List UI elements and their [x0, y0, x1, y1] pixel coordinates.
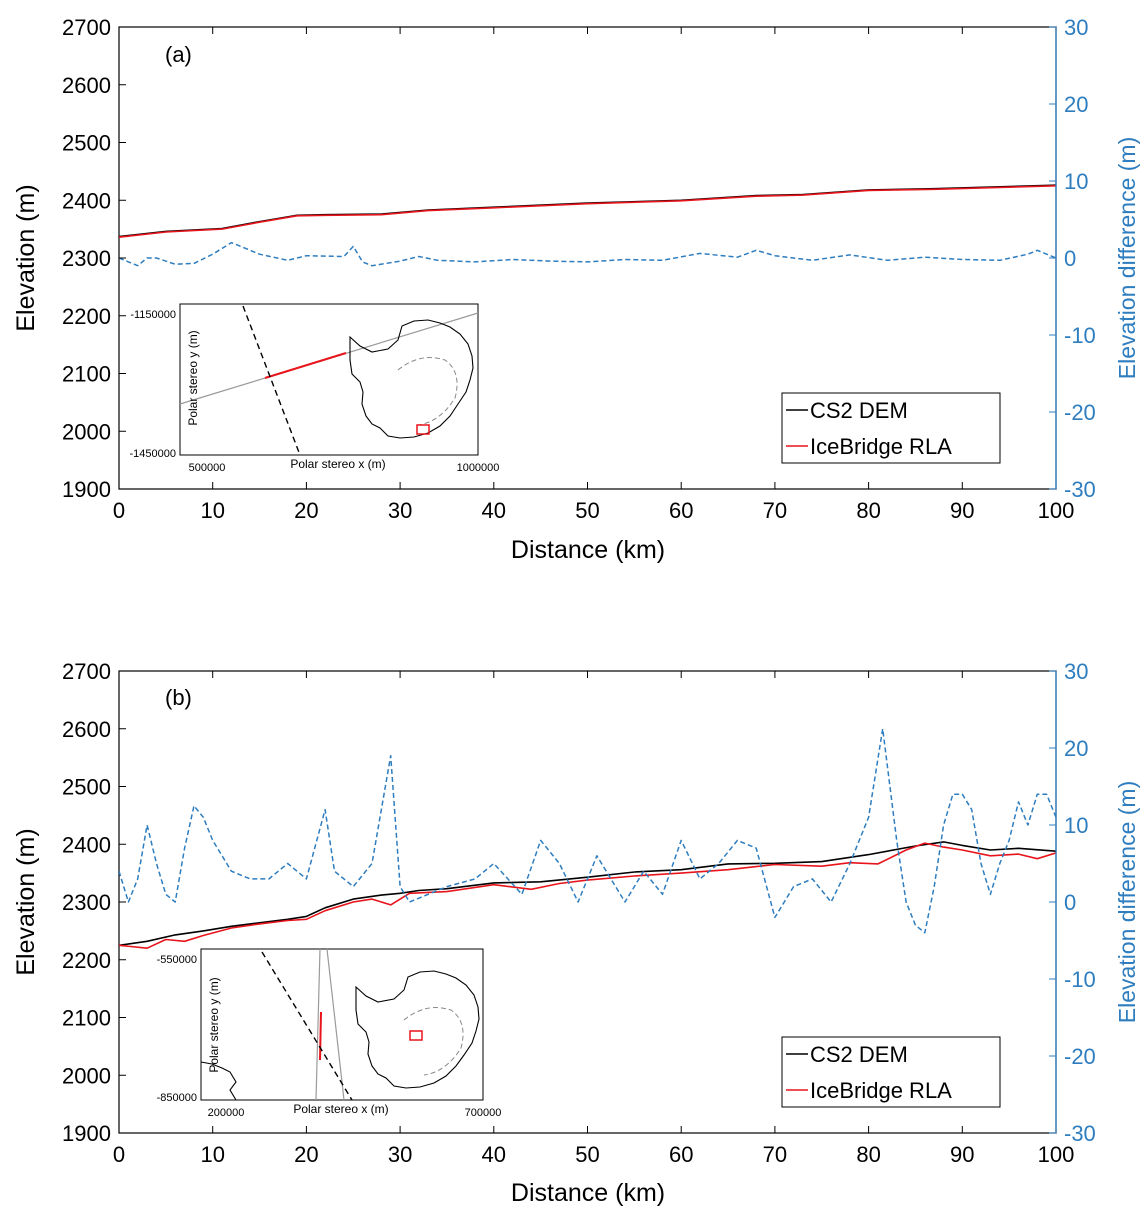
inset-ytick-top-a: -1150000 [130, 309, 176, 321]
y-tick-label: 2500 [62, 775, 111, 800]
x-tick-label: 10 [200, 498, 224, 523]
y-tick-label: 2500 [62, 131, 111, 156]
x-tick-label: 0 [113, 498, 125, 523]
chart-panel-a: 0 10 20 30 40 50 60 70 80 90 100190020002100220023… [12, 15, 1140, 564]
y-axis-label-a: Elevation (m) [12, 184, 40, 331]
inset-ylabel-b: Polar stereo y (m) [207, 977, 221, 1072]
y2-tick-label: 20 [1064, 736, 1088, 761]
x-axis-label-a: Distance (km) [511, 536, 665, 564]
y-axis-label-b: Elevation (m) [12, 828, 40, 975]
inset-map-b: -550000 -850000 200000 700000 Polar ster… [157, 949, 502, 1119]
inset-xlabel-b: Polar stereo x (m) [293, 1102, 388, 1116]
y2-tick-label: -10 [1064, 323, 1096, 348]
y-tick-label: 2400 [62, 832, 111, 857]
inset-ytick-bottom-b: -850000 [157, 1092, 197, 1104]
x-tick-label: 80 [856, 498, 880, 523]
x-axis-label-b: Distance (km) [511, 1179, 665, 1207]
x-tick-label: 10 [200, 1142, 224, 1167]
y2-tick-label: 10 [1064, 813, 1088, 838]
x-tick-label: 90 [950, 498, 974, 523]
x-tick-label: 80 [856, 1142, 880, 1167]
y-tick-label: 2000 [62, 1063, 111, 1088]
y2-tick-label: -30 [1064, 477, 1096, 502]
chart-panel-b: 0 10 20 30 40 50 60 70 80 90 100190020002100220023… [12, 659, 1140, 1207]
inset-map-a: -1150000 -1450000 500000 1000000 Polar s… [130, 304, 500, 474]
y-tick-label: 2600 [62, 73, 111, 98]
y-tick-label: 1900 [62, 1121, 111, 1146]
inset-xtick-left-b: 200000 [208, 1107, 245, 1119]
y-tick-label: 2200 [62, 304, 111, 329]
inset-xtick-right-b: 700000 [465, 1107, 502, 1119]
inset-xtick-right-a: 1000000 [457, 462, 500, 474]
x-tick-label: 0 [113, 1142, 125, 1167]
x-tick-label: 20 [294, 498, 318, 523]
inset-flightline-b [320, 1012, 321, 1060]
x-tick-label: 30 [388, 498, 412, 523]
legend-entry-rla: IceBridge RLA [810, 434, 952, 459]
y-tick-label: 2300 [62, 246, 111, 271]
y-tick-label: 2200 [62, 948, 111, 973]
x-tick-label: 60 [669, 498, 693, 523]
x-tick-label: 70 [763, 498, 787, 523]
panel-label-b: (b) [165, 685, 192, 710]
inset-xtick-left-a: 500000 [189, 462, 226, 474]
y-tick-label: 2600 [62, 717, 111, 742]
y2-tick-label: 10 [1064, 169, 1088, 194]
x-tick-label: 40 [482, 1142, 506, 1167]
y-tick-label: 1900 [62, 477, 111, 502]
y-tick-label: 2100 [62, 362, 111, 387]
y-tick-label: 2000 [62, 419, 111, 444]
x-tick-label: 30 [388, 1142, 412, 1167]
legend-a: CS2 DEM IceBridge RLA [782, 393, 1000, 463]
y2-tick-label: -10 [1064, 967, 1096, 992]
x-tick-label: 90 [950, 1142, 974, 1167]
y-tick-label: 2700 [62, 659, 111, 684]
legend-entry-rla: IceBridge RLA [810, 1078, 952, 1103]
inset-xlabel-a: Polar stereo x (m) [290, 457, 385, 471]
inset-ytick-bottom-a: -1450000 [130, 448, 177, 460]
y2-tick-label: -30 [1064, 1121, 1096, 1146]
y2-tick-label: 20 [1064, 92, 1088, 117]
y2-tick-label: -20 [1064, 400, 1096, 425]
y2-axis-label-b: Elevation difference (m) [1114, 781, 1140, 1023]
x-tick-label: 40 [482, 498, 506, 523]
y-tick-label: 2300 [62, 890, 111, 915]
inset-ytick-top-b: -550000 [157, 954, 197, 966]
y2-tick-label: 30 [1064, 15, 1088, 40]
y2-tick-label: -20 [1064, 1044, 1096, 1069]
y-tick-label: 2100 [62, 1006, 111, 1031]
x-tick-label: 50 [575, 498, 599, 523]
x-tick-label: 70 [763, 1142, 787, 1167]
y2-tick-label: 30 [1064, 659, 1088, 684]
legend-b: CS2 DEM IceBridge RLA [782, 1037, 1000, 1107]
y2-tick-label: 0 [1064, 246, 1076, 271]
y2-tick-label: 0 [1064, 890, 1076, 915]
legend-entry-dem: CS2 DEM [810, 1042, 908, 1067]
x-tick-label: 60 [669, 1142, 693, 1167]
inset-ylabel-a: Polar stereo y (m) [186, 330, 200, 425]
x-tick-label: 50 [575, 1142, 599, 1167]
y-tick-label: 2400 [62, 188, 111, 213]
x-tick-label: 20 [294, 1142, 318, 1167]
y2-axis-label-a: Elevation difference (m) [1114, 137, 1140, 379]
panel-label-a: (a) [165, 42, 192, 67]
y-tick-label: 2700 [62, 15, 111, 40]
legend-entry-dem: CS2 DEM [810, 398, 908, 423]
